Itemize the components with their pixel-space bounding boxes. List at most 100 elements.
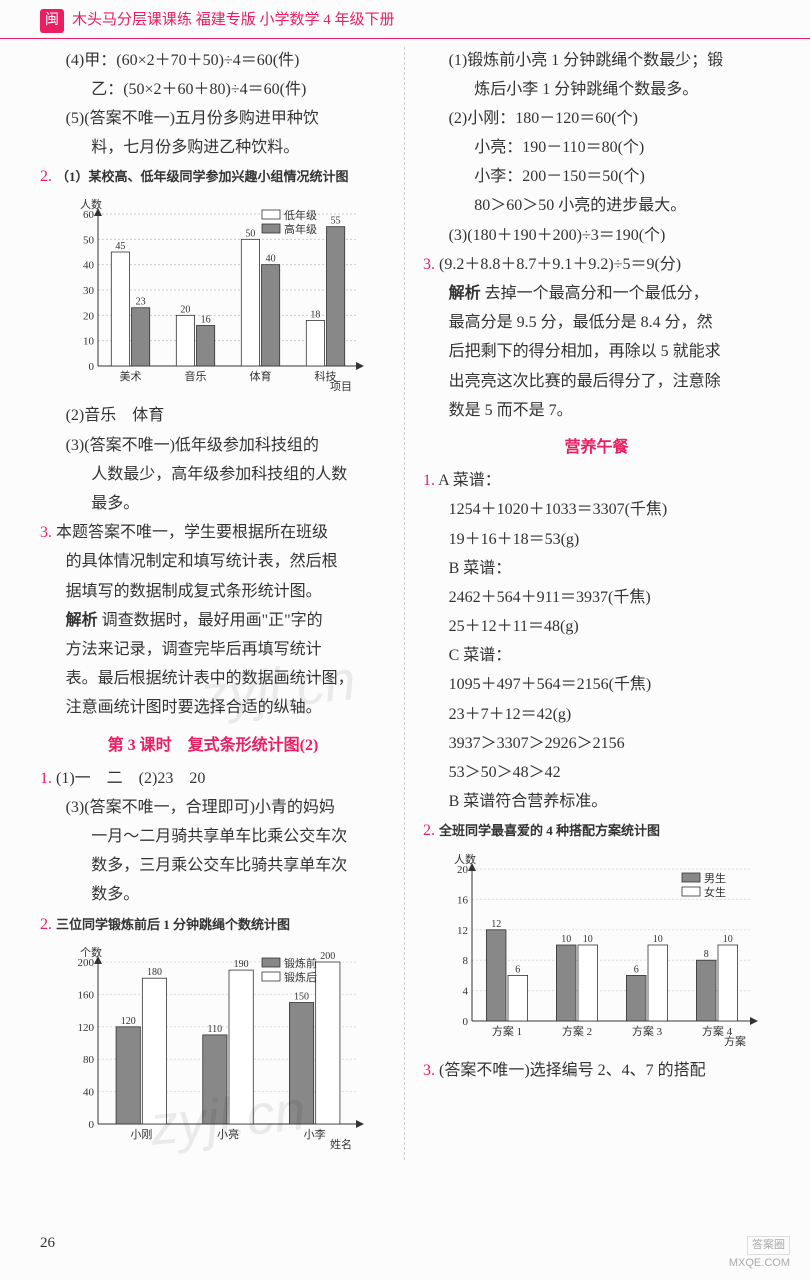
svg-text:小刚: 小刚 [130,1128,152,1141]
text-span: 去掉一个最高分和一个最低分， [485,285,709,302]
svg-text:锻炼前: 锻炼前 [284,956,317,970]
svg-text:方案 1: 方案 1 [491,1024,521,1038]
text-span: (1)一 二 (2)23 20 [56,770,205,787]
text-line: 后把剩下的得分相加，再除以 5 就能求 [423,338,770,365]
text-line: 2. （1）某校高、低年级同学参加兴趣小组情况统计图 [40,163,386,190]
svg-text:体育: 体育 [250,369,272,383]
text-line: 3. 本题答案不唯一，学生要根据所在班级 [40,519,386,546]
svg-text:40: 40 [83,260,95,272]
svg-text:个数: 个数 [80,946,102,959]
content-columns: (4)甲：(60×2＋70＋50)÷4＝60(件) 乙：(50×2＋60＋80)… [0,39,810,1160]
svg-text:16: 16 [201,315,211,326]
text-line: B 菜谱： [423,555,770,582]
text-line: 炼后小李 1 分钟跳绳个数最多。 [423,76,770,103]
right-column: (1)锻炼前小亮 1 分钟跳绳个数最少；锻 炼后小李 1 分钟跳绳个数最多。 (… [405,47,770,1160]
text-line: 19＋16＋18＝53(g) [423,526,770,553]
text-line: 料，七月份多购进乙种饮料。 [40,134,386,161]
question-number: 3. [423,1062,435,1079]
text-span: (答案不唯一)选择编号 2、4、7 的搭配 [439,1062,706,1079]
text-line: 53＞50＞48＞42 [423,759,770,786]
svg-text:8: 8 [462,955,468,967]
text-line: 80＞60＞50 小亮的进步最大。 [423,192,770,219]
question-number: 3. [40,524,52,541]
svg-text:锻炼后: 锻炼后 [284,970,317,984]
text-line: (3)(180＋190＋200)÷3＝190(个) [423,222,770,249]
bar-chart-svg: 04080120160200个数姓名120180小刚110190小亮150200… [58,942,368,1152]
svg-text:200: 200 [320,951,335,962]
svg-text:小李: 小李 [304,1127,326,1141]
svg-text:50: 50 [245,229,255,240]
bar-chart-svg: 0102030405060人数项目4523美术2016音乐5040体育1855科… [58,194,368,394]
page-header: 闽 木头马分层课课练 福建专版 小学数学 4 年级下册 [0,0,810,39]
svg-text:6: 6 [633,964,638,975]
chart-interest-groups: 0102030405060人数项目4523美术2016音乐5040体育1855科… [40,194,386,394]
text-line: 数多。 [40,881,386,908]
text-line: 数是 5 而不是 7。 [423,397,770,424]
chart-title: 三位同学锻炼前后 1 分钟跳绳个数统计图 [56,917,290,932]
text-line: (1)锻炼前小亮 1 分钟跳绳个数最少；锻 [423,47,770,74]
text-line: C 菜谱： [423,642,770,669]
text-line: 3. (9.2＋8.8＋8.7＋9.1＋9.2)÷5＝9(分) [423,251,770,278]
analysis-label: 解析 [449,285,481,302]
text-line: 最多。 [40,490,386,517]
text-line: B 菜谱符合营养标准。 [423,788,770,815]
svg-text:10: 10 [652,934,662,945]
text-line: 一月～二月骑共享单车比乘公交车次 [40,823,386,850]
text-line: 最高分是 9.5 分，最低分是 8.4 分，然 [423,309,770,336]
svg-text:12: 12 [457,924,468,936]
text-line: 方法来记录，调查完毕后再填写统计 [40,636,386,663]
text-line: 1254＋1020＋1033＝3307(千焦) [423,496,770,523]
section-title: 第 3 课时 复式条形统计图(2) [40,732,386,759]
text-line: (3)(答案不唯一，合理即可)小青的妈妈 [40,794,386,821]
footer-url: MXQE.COM [729,1257,790,1269]
svg-text:180: 180 [147,967,162,978]
svg-text:姓名: 姓名 [330,1137,352,1151]
svg-text:男生: 男生 [704,871,726,885]
text-span: 本题答案不唯一，学生要根据所在班级 [56,524,328,541]
footer-logo: 答案圈 MXQE.COM [729,1236,790,1270]
footer-badge: 答案圈 [747,1236,790,1255]
svg-text:18: 18 [310,310,320,321]
svg-text:10: 10 [83,336,95,348]
chart-favorite-plans: 048121620人数方案126方案 11010方案 2610方案 3810方案… [423,849,770,1049]
text-line: 2. 三位同学锻炼前后 1 分钟跳绳个数统计图 [40,911,386,938]
question-number: 1. [40,770,52,787]
svg-text:30: 30 [83,285,95,297]
text-line: 小亮：190－110＝80(个) [423,134,770,161]
svg-text:美术: 美术 [120,370,142,383]
svg-text:50: 50 [83,235,95,247]
svg-text:190: 190 [234,959,249,970]
svg-text:0: 0 [89,1119,95,1131]
svg-text:女生: 女生 [704,885,726,899]
svg-text:小亮: 小亮 [217,1127,239,1141]
svg-text:10: 10 [582,934,592,945]
svg-text:12: 12 [491,918,501,929]
svg-text:45: 45 [115,241,125,252]
text-line: (2)音乐 体育 [40,402,386,429]
section-title: 营养午餐 [423,434,770,461]
text-line: 的具体情况制定和填写统计表，然后根 [40,548,386,575]
svg-text:方案 4: 方案 4 [701,1024,732,1038]
svg-text:160: 160 [78,989,95,1001]
text-line: (4)甲：(60×2＋70＋50)÷4＝60(件) [40,47,386,74]
svg-text:20: 20 [180,305,190,316]
svg-text:音乐: 音乐 [185,369,207,383]
header-title: 木头马分层课课练 福建专版 小学数学 4 年级下册 [72,8,395,34]
text-line: (3)(答案不唯一)低年级参加科技组的 [40,432,386,459]
question-number: 1. [423,472,435,489]
svg-text:10: 10 [561,934,571,945]
svg-text:科技: 科技 [315,369,337,383]
text-line: 解析 去掉一个最高分和一个最低分， [423,280,770,307]
svg-text:方案 3: 方案 3 [631,1024,662,1038]
text-line: (2)小刚：180－120＝60(个) [423,105,770,132]
text-line: 1. A 菜谱： [423,467,770,494]
text-line: 人数最少，高年级参加科技组的人数 [40,461,386,488]
text-line: 25＋12＋11＝48(g) [423,613,770,640]
svg-text:10: 10 [722,934,732,945]
svg-text:80: 80 [83,1054,95,1066]
svg-text:40: 40 [266,254,276,265]
chart-jump-rope: 04080120160200个数姓名120180小刚110190小亮150200… [40,942,386,1152]
svg-text:150: 150 [294,991,309,1002]
page-number: 26 [40,1231,55,1257]
svg-text:人数: 人数 [80,198,102,211]
